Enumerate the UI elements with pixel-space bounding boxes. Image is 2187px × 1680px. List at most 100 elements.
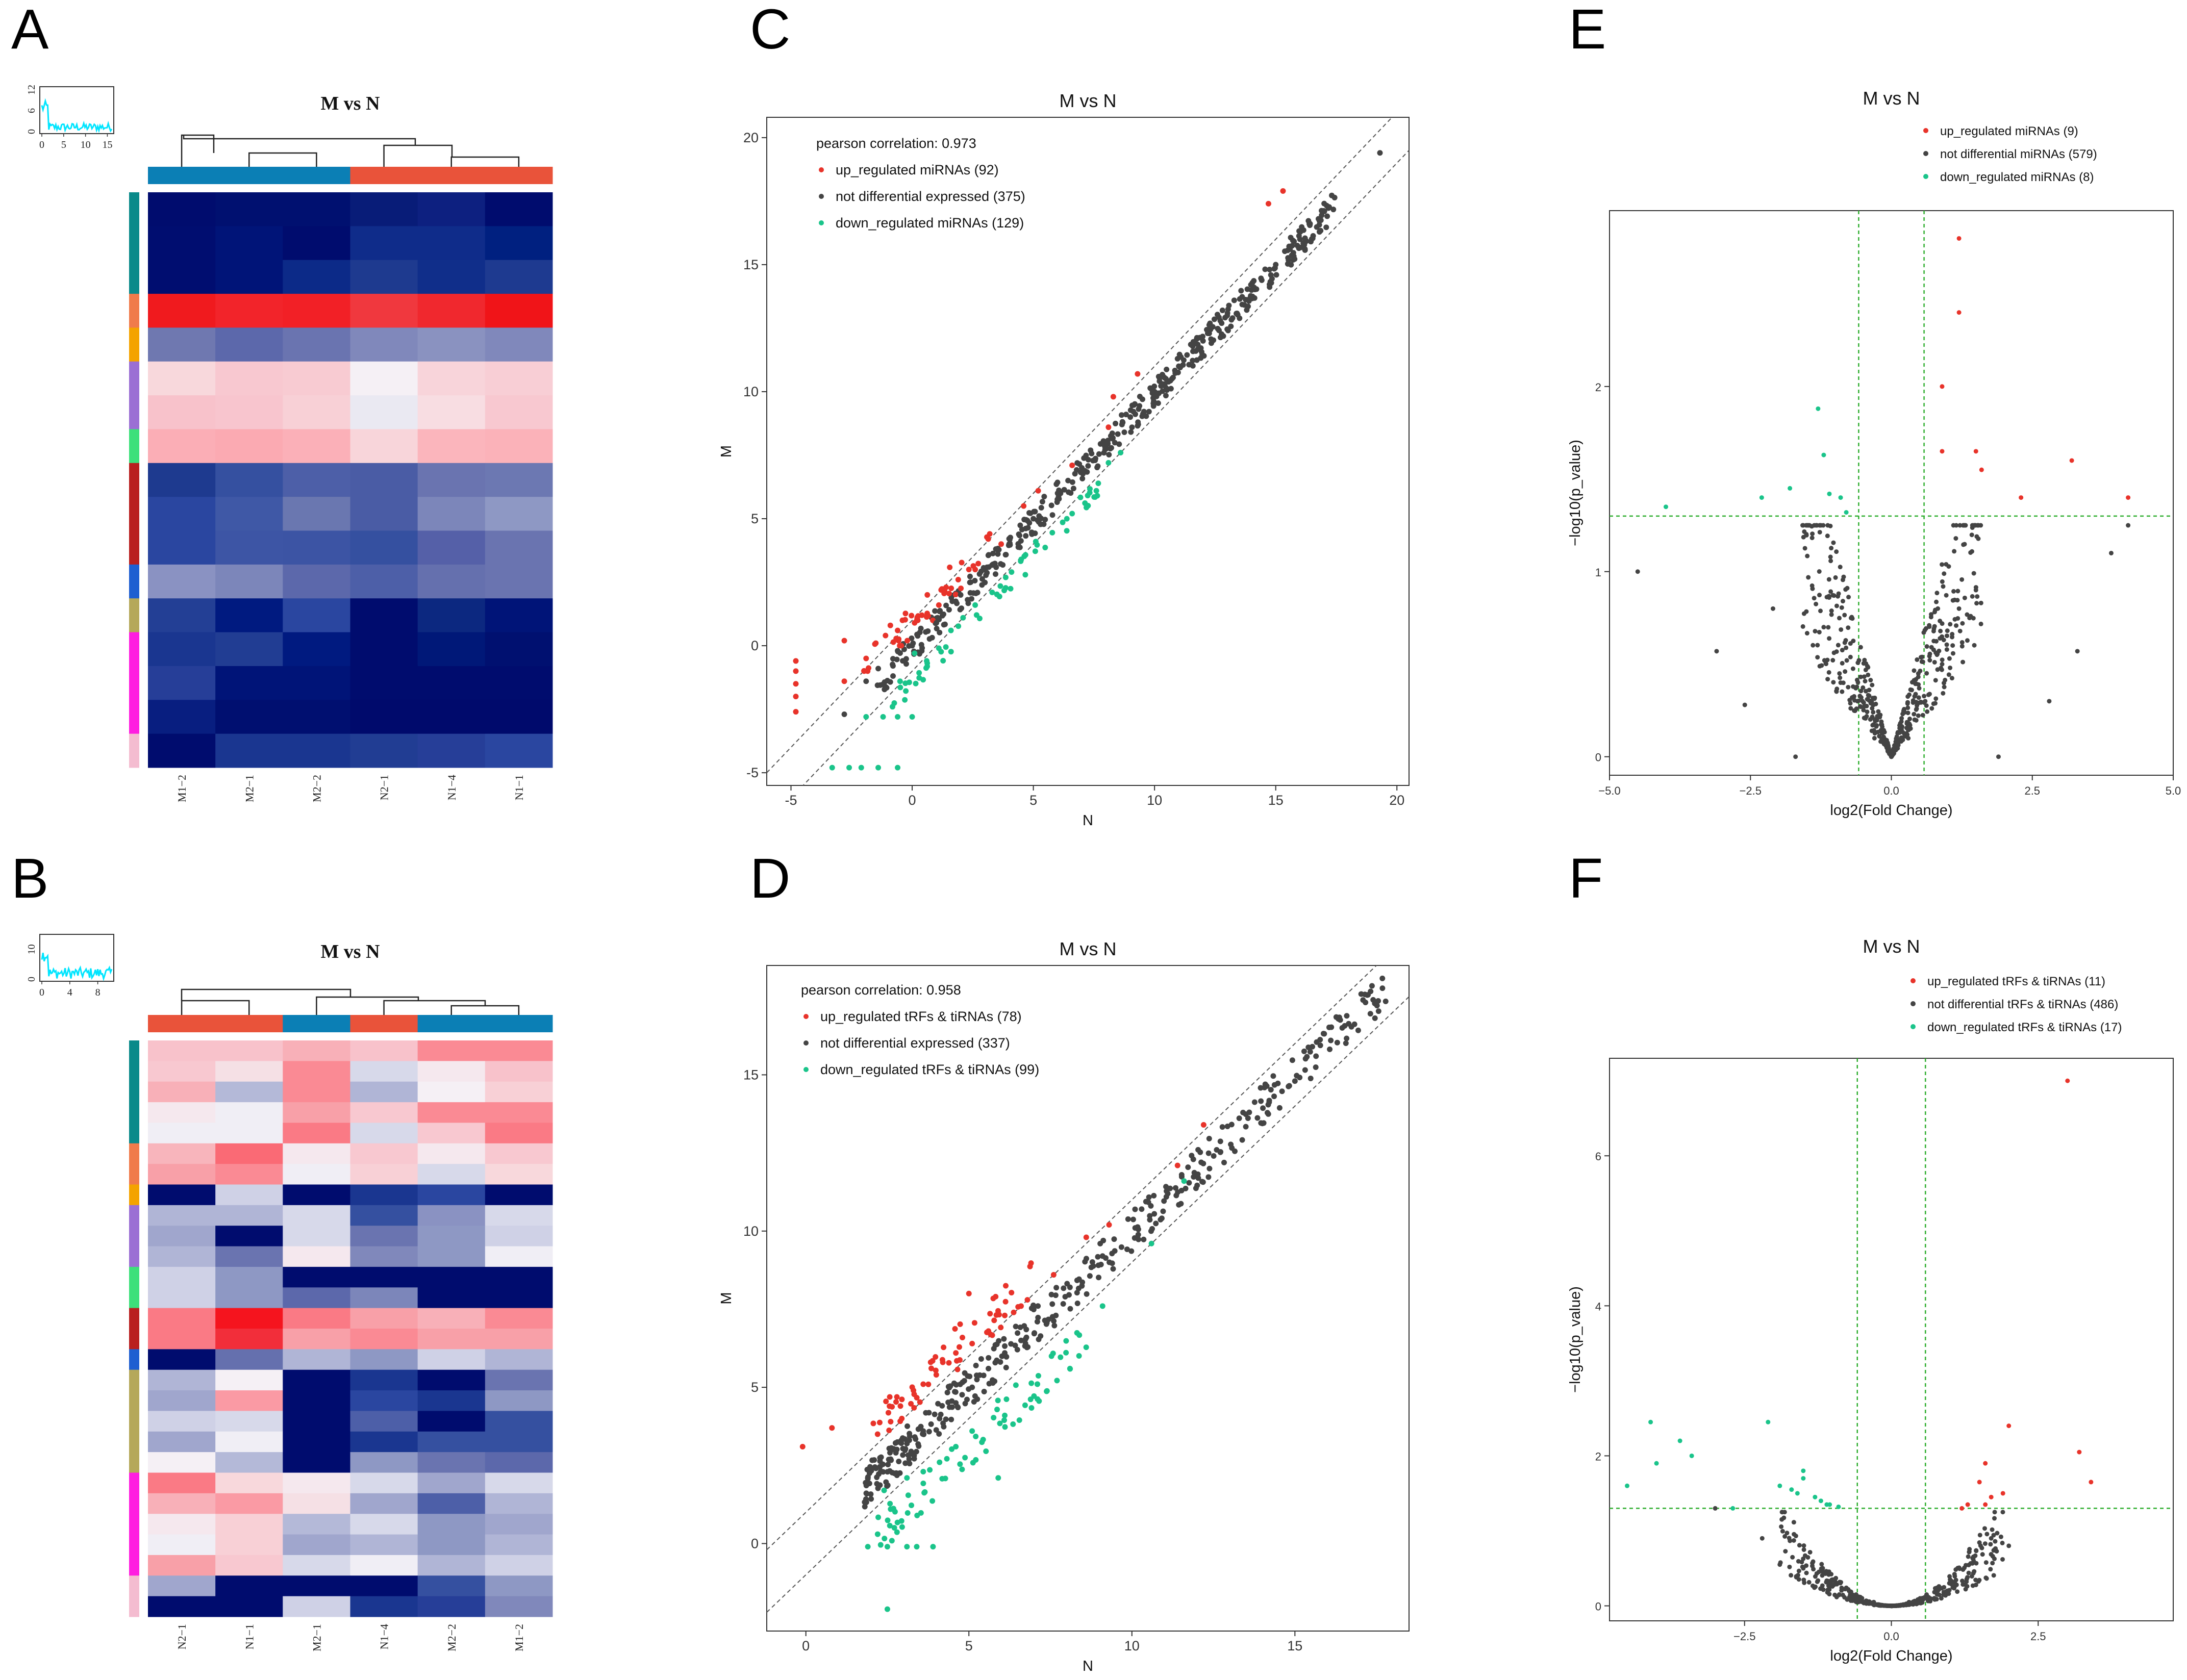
data-point [2075,649,2080,654]
data-point [891,1525,897,1531]
heatmap-cell [215,1452,283,1473]
heatmap-cell [350,1205,418,1226]
heatmap-cell [283,1081,350,1103]
data-point [1148,1228,1154,1234]
data-point [2089,1480,2094,1485]
column-group-bar [485,1015,553,1032]
data-point [1894,1603,1899,1608]
row-group-bar [129,1184,139,1206]
data-point [1135,419,1141,425]
data-point [1838,680,1843,685]
data-point [973,1372,979,1379]
heatmap-cell [283,1061,350,1082]
data-point [976,616,983,622]
data-point [1221,1159,1227,1165]
column-group-bar [417,1015,486,1032]
data-point [1804,532,1809,538]
data-point [1002,1312,1008,1318]
heatmap-cell [417,1472,486,1494]
data-point [1905,700,1910,705]
data-point [1820,1566,1825,1571]
heatmap-cell [485,1349,553,1370]
data-point [1162,381,1168,387]
data-point [1245,1115,1251,1121]
heatmap-cell [148,1287,216,1309]
data-point [1902,1602,1907,1607]
heatmap-cell [417,1534,486,1556]
data-point [888,1456,894,1462]
data-point [1132,1225,1138,1231]
data-point [1815,1579,1820,1584]
data-point [1779,1524,1784,1529]
data-point [1959,1506,1965,1511]
heatmap-cell [485,1493,553,1514]
data-point [1018,1303,1024,1309]
data-point [1941,691,1946,696]
heatmap-cell [350,192,418,226]
data-point [1843,587,1848,592]
data-point [953,1444,959,1450]
heatmap-cell [148,598,216,633]
data-point [1337,1017,1343,1023]
data-point [1791,1538,1796,1543]
data-point [943,602,949,608]
data-point [1200,1179,1206,1185]
data-point [1993,1539,1998,1544]
data-point [967,573,973,579]
data-point [1139,413,1145,419]
heatmap-cell [350,1514,418,1535]
data-point [946,1385,952,1391]
data-point [1815,643,1820,648]
data-point [987,1311,993,1317]
data-point [1944,562,1949,567]
data-point [1813,1494,1818,1499]
data-point [1873,719,1878,724]
heatmap-cell [485,1040,553,1061]
data-point [1900,724,1905,729]
data-point [1922,694,1927,699]
data-point [1054,490,1061,496]
data-point [1199,334,1205,340]
data-point [1946,1591,1951,1596]
data-point [1944,642,1949,647]
data-point [1033,539,1039,545]
data-point [1369,983,1375,989]
heatmap-cell [215,1040,283,1061]
data-point [1022,1402,1028,1408]
heatmap-cell [215,1184,283,1206]
data-point [1063,1338,1069,1344]
data-point [1867,693,1872,698]
data-point [1097,441,1103,447]
data-point [887,679,893,685]
legend-label: down_regulated tRFs & tiRNAs (17) [1927,1021,2122,1034]
data-point [1022,1340,1028,1346]
heatmap-cell [215,1514,283,1535]
heatmap-cell [485,1164,553,1185]
data-point [1804,631,1809,636]
data-point [885,1461,891,1467]
data-point [1801,523,1806,528]
legend-marker [803,1014,809,1019]
data-point [1176,363,1182,369]
data-point [1034,1381,1040,1387]
data-point [1018,556,1024,563]
data-point [1989,1552,1994,1557]
data-point [1810,1583,1815,1588]
data-point [1132,1235,1138,1241]
data-point [1189,1153,1195,1159]
data-point [934,620,940,626]
data-point [1006,541,1012,547]
data-point [1858,695,1864,700]
data-point [1344,1013,1350,1019]
data-point [1110,1266,1116,1272]
data-point [990,1380,996,1386]
data-point [1132,1206,1138,1212]
data-point [995,1397,1001,1404]
data-point [958,592,964,598]
data-point [1324,213,1330,219]
heatmap-cell [283,1555,350,1576]
heatmap-cell [215,1534,283,1556]
heatmap-cell [350,1329,418,1350]
heatmap-cell [350,1411,418,1432]
heatmap-cell [350,463,418,497]
